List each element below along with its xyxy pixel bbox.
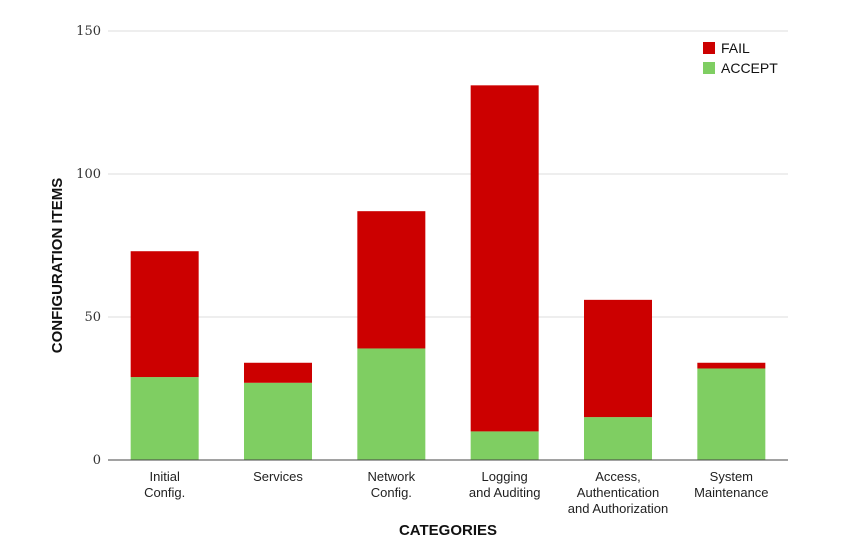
legend-label-accept: ACCEPT <box>721 60 778 76</box>
legend-swatch-fail <box>703 42 715 54</box>
x-tick-label-line: Network <box>367 469 415 484</box>
x-tick-label-line: Maintenance <box>694 485 768 500</box>
x-tick-label: Network Config. <box>367 469 415 500</box>
bar-fail <box>244 362 312 383</box>
x-tick-label: System Maintenance <box>694 469 768 500</box>
bar-fail <box>130 251 199 378</box>
x-tick-label-line: Authentication <box>577 485 659 500</box>
bar-accept <box>244 382 312 460</box>
y-axis-ticks: 0 50 100 150 <box>76 24 101 468</box>
bar-fail <box>357 211 426 349</box>
y-axis-title: CONFIGURATION ITEMS <box>49 178 66 354</box>
bar-accept <box>357 348 426 460</box>
bar-fail <box>697 362 766 369</box>
x-axis-title: CATEGORIES <box>399 522 497 539</box>
x-tick-label-line: Initial <box>149 469 179 484</box>
bar-fail <box>470 85 539 432</box>
x-tick-label: Access, Authentication and Authorization <box>568 469 668 516</box>
bar-accept <box>697 368 766 460</box>
legend: FAIL ACCEPT <box>703 40 778 76</box>
bar-accept <box>584 417 652 460</box>
x-tick-label: Services <box>253 469 303 484</box>
x-tick-label-line: Services <box>253 469 303 484</box>
x-tick-label-line: and Auditing <box>469 485 541 500</box>
bars <box>130 85 766 460</box>
x-tick-label: Logging and Auditing <box>469 469 541 500</box>
bar-accept <box>130 377 199 460</box>
x-tick-label-line: Access, <box>595 469 641 484</box>
y-tick-label: 150 <box>76 24 101 39</box>
y-tick-label: 100 <box>76 167 101 182</box>
y-tick-label: 50 <box>84 310 101 325</box>
bar-fail <box>584 299 652 418</box>
x-axis-ticks: Initial Config.Services Network Config.Logg… <box>144 469 768 516</box>
x-tick-label: Initial Config. <box>144 469 185 500</box>
legend-swatch-accept <box>703 62 715 74</box>
y-tick-label: 0 <box>93 453 101 468</box>
legend-label-fail: FAIL <box>721 40 750 56</box>
x-tick-label-line: Config. <box>144 485 185 500</box>
x-tick-label-line: System <box>710 469 753 484</box>
x-tick-label-line: Logging <box>482 469 528 484</box>
bar-accept <box>470 431 539 460</box>
x-tick-label-line: Config. <box>371 485 412 500</box>
x-tick-label-line: and Authorization <box>568 501 668 516</box>
gridlines <box>108 30 788 318</box>
